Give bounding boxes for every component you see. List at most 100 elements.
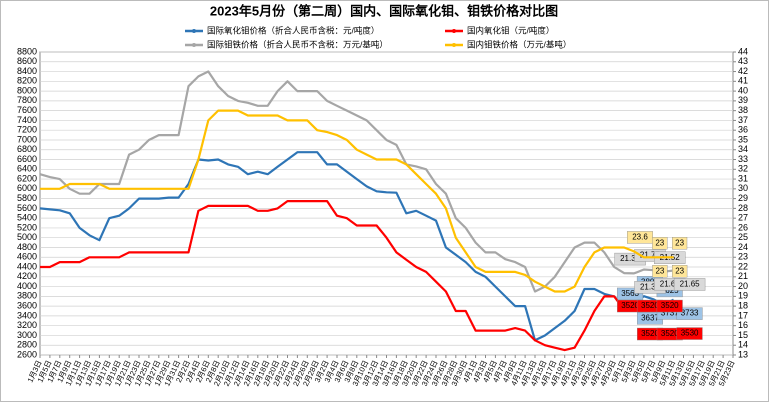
y2-tick-label: 14 [738, 340, 748, 350]
y-tick-label: 7000 [17, 134, 37, 144]
value-label-box [652, 265, 668, 278]
value-label-box [652, 237, 668, 250]
y2-tick-label: 16 [738, 320, 748, 330]
series-line [40, 200, 674, 352]
y2-tick-label: 31 [738, 173, 748, 183]
y2-tick-label: 32 [738, 164, 748, 174]
y-tick-label: 6800 [17, 144, 37, 154]
y2-tick-label: 29 [738, 193, 748, 203]
y-tick-label: 8800 [17, 46, 37, 56]
y2-tick-label: 26 [738, 222, 748, 232]
value-label: 21.65 [680, 280, 701, 289]
y-tick-label: 7400 [17, 115, 37, 125]
y-tick-label: 6200 [17, 173, 37, 183]
legend-label: 国内氧化钼（元/吨度） [467, 25, 554, 35]
y2-tick-label: 44 [738, 46, 748, 56]
y-tick-label: 4000 [17, 281, 37, 291]
y2-tick-label: 21 [738, 271, 748, 281]
y2-tick-label: 18 [738, 301, 748, 311]
legend-label: 国内钼铁价格（万元/基吨） [467, 39, 571, 49]
y2-tick-label: 22 [738, 261, 748, 271]
y2-tick-label: 33 [738, 154, 748, 164]
y2-tick-label: 40 [738, 85, 748, 95]
y-tick-label: 4600 [17, 252, 37, 262]
y-tick-label: 4200 [17, 271, 37, 281]
y2-tick-label: 19 [738, 291, 748, 301]
y2-tick-label: 38 [738, 105, 748, 115]
y-tick-label: 3000 [17, 330, 37, 340]
y2-tick-label: 23 [738, 252, 748, 262]
value-label-box [676, 307, 703, 320]
y-tick-label: 5200 [17, 222, 37, 232]
value-label: 3520 [641, 301, 659, 310]
y-tick-label: 6600 [17, 154, 37, 164]
y-tick-label: 6400 [17, 164, 37, 174]
y-tick-label: 3800 [17, 291, 37, 301]
y-tick-label: 8200 [17, 76, 37, 86]
value-label: 21.75 [640, 251, 661, 260]
series-line [39, 70, 674, 293]
chart-title: 2023年5月份（第二周）国内、国际氧化钼、钼铁价格对比图 [210, 3, 558, 18]
value-label: 3520 [641, 329, 659, 338]
y2-tick-label: 13 [738, 349, 748, 359]
y-tick-label: 8000 [17, 85, 37, 95]
y2-tick-label: 24 [738, 242, 748, 252]
y-tick-label: 4400 [17, 261, 37, 271]
y2-tick-label: 42 [738, 66, 748, 76]
y-tick-label: 7200 [17, 125, 37, 135]
value-label: 3520 [621, 301, 639, 310]
y-tick-label: 7800 [17, 95, 37, 105]
y2-tick-label: 20 [738, 281, 748, 291]
value-label: 21.68 [660, 279, 681, 288]
y-tick-label: 5600 [17, 203, 37, 213]
y-tick-label: 8600 [17, 56, 37, 66]
y-tick-label: 2800 [17, 340, 37, 350]
y-tick-label: 6000 [17, 183, 37, 193]
y-tick-label: 3600 [17, 301, 37, 311]
y2-tick-label: 39 [738, 95, 748, 105]
y-tick-label: 5800 [17, 193, 37, 203]
y-tick-label: 5000 [17, 232, 37, 242]
legend-marker [452, 29, 456, 33]
value-label-box [672, 265, 688, 278]
value-label-box [676, 327, 703, 340]
value-label: 3737 [661, 309, 679, 318]
legend-label: 国际钼铁价格（折合人民币不含税：万元/基吨） [207, 39, 388, 49]
value-label: 3637 [641, 313, 659, 322]
legend-marker [192, 43, 196, 47]
legend-marker [452, 43, 456, 47]
y2-tick-label: 30 [738, 183, 748, 193]
y2-tick-label: 43 [738, 56, 748, 66]
value-label-box [673, 278, 706, 291]
y-tick-label: 3400 [17, 310, 37, 320]
y2-tick-label: 37 [738, 115, 748, 125]
value-label: 3530 [681, 329, 699, 338]
value-label: 3733 [681, 309, 699, 318]
value-label: 3563 [621, 289, 639, 298]
y2-tick-label: 28 [738, 203, 748, 213]
y-tick-label: 7600 [17, 105, 37, 115]
series-line [40, 109, 674, 293]
value-label: 23 [675, 266, 684, 275]
legend-marker [192, 29, 196, 33]
value-label: 23 [655, 238, 664, 247]
series-line [39, 151, 675, 342]
y2-tick-label: 34 [738, 144, 748, 154]
value-label: 21.38 [620, 254, 641, 263]
value-label: 23.6 [632, 233, 648, 242]
y-tick-label: 8400 [17, 66, 37, 76]
y2-tick-label: 36 [738, 125, 748, 135]
value-label-box [656, 299, 683, 313]
y-tick-label: 4800 [17, 242, 37, 252]
value-label: 23 [675, 238, 684, 247]
y2-tick-label: 35 [738, 134, 748, 144]
value-label-box [672, 237, 688, 250]
y2-tick-label: 17 [738, 310, 748, 320]
y2-tick-label: 15 [738, 330, 748, 340]
y-tick-label: 2600 [17, 349, 37, 359]
y-tick-label: 3200 [17, 320, 37, 330]
value-label: 3520 [661, 329, 679, 338]
value-label: 21.35 [640, 282, 661, 291]
legend-label: 国际氧化钼价格（折合人民币含税：元/吨度） [207, 25, 379, 35]
